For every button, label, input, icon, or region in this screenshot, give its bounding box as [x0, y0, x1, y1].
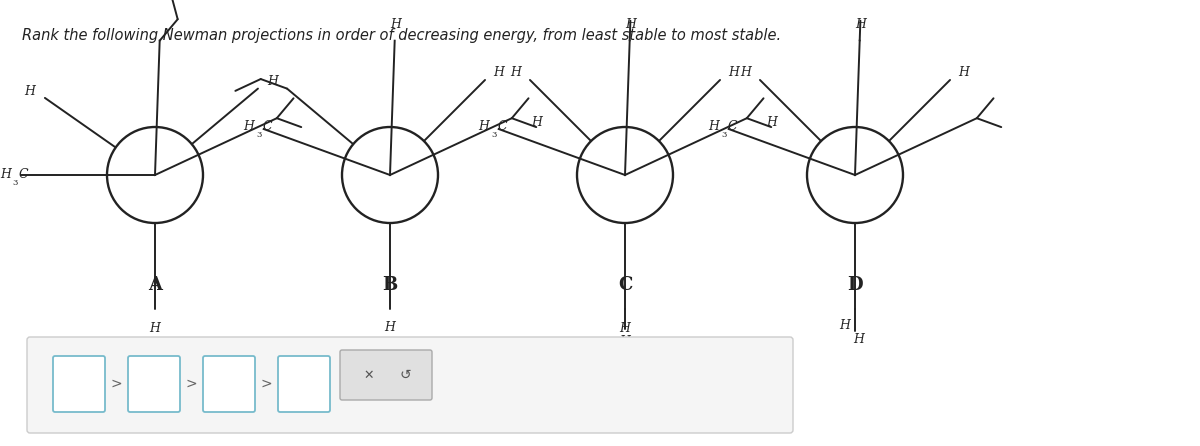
Text: H: H	[766, 116, 776, 129]
Text: C: C	[497, 120, 506, 133]
Text: H: H	[619, 322, 630, 335]
Text: H: H	[840, 319, 851, 332]
Circle shape	[107, 127, 203, 223]
Text: 3: 3	[491, 131, 497, 139]
Text: 3: 3	[12, 179, 18, 187]
FancyBboxPatch shape	[128, 356, 180, 412]
Text: >: >	[185, 377, 197, 391]
Text: >: >	[110, 377, 122, 391]
Circle shape	[342, 127, 438, 223]
Text: H: H	[959, 66, 970, 78]
Text: H: H	[619, 335, 630, 348]
Text: ✕: ✕	[364, 368, 373, 381]
Text: 3: 3	[721, 131, 726, 139]
Text: H: H	[740, 66, 751, 78]
Text: H: H	[708, 120, 719, 133]
Text: Rank the following Newman projections in order of decreasing energy, from least : Rank the following Newman projections in…	[22, 28, 781, 43]
Text: H: H	[24, 85, 35, 99]
Text: C: C	[262, 120, 271, 133]
FancyBboxPatch shape	[53, 356, 106, 412]
Text: H: H	[728, 66, 739, 78]
Text: C: C	[618, 276, 632, 294]
Text: H: H	[0, 169, 11, 182]
Text: H: H	[532, 116, 542, 129]
Text: 3: 3	[256, 131, 262, 139]
Text: H: H	[268, 75, 278, 88]
Text: H: H	[493, 66, 504, 78]
FancyBboxPatch shape	[340, 350, 432, 400]
FancyBboxPatch shape	[28, 337, 793, 433]
Circle shape	[808, 127, 904, 223]
Text: ↺: ↺	[400, 368, 412, 382]
Text: H: H	[854, 18, 865, 31]
Text: H: H	[625, 18, 636, 31]
Text: H: H	[511, 66, 522, 78]
Text: C: C	[727, 120, 737, 133]
Text: H: H	[853, 333, 864, 346]
Text: H: H	[384, 321, 396, 334]
FancyBboxPatch shape	[203, 356, 256, 412]
Text: >: >	[260, 377, 272, 391]
Text: H: H	[244, 120, 254, 133]
Text: B: B	[383, 276, 397, 294]
Text: H: H	[390, 18, 401, 31]
FancyBboxPatch shape	[278, 356, 330, 412]
Text: D: D	[847, 276, 863, 294]
Text: H: H	[150, 322, 161, 335]
Circle shape	[577, 127, 673, 223]
Text: A: A	[148, 276, 162, 294]
Text: H: H	[478, 120, 490, 133]
Text: C: C	[18, 169, 29, 182]
